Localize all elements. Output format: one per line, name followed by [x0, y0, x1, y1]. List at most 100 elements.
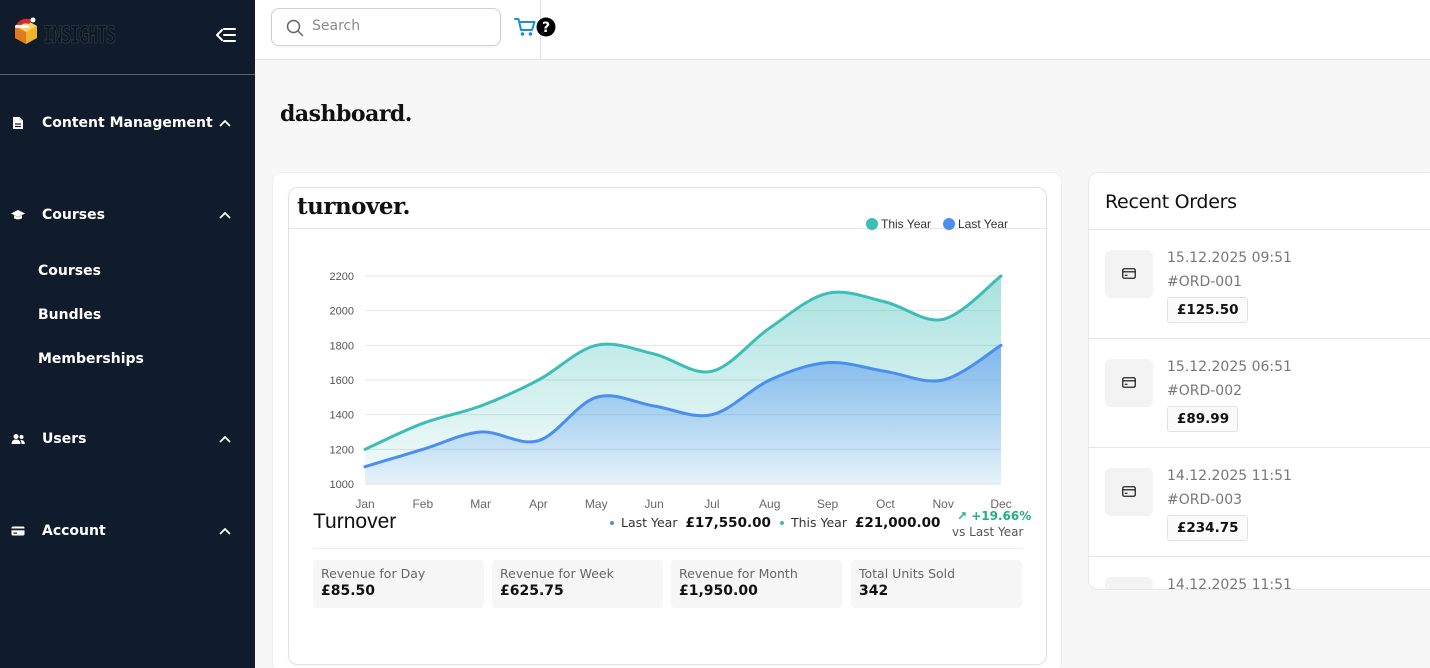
tile-label: Revenue for Month: [679, 566, 798, 581]
topbar: ?: [255, 0, 1430, 60]
x-tick-label: Aug: [759, 497, 780, 511]
collapse-sidebar-icon[interactable]: [214, 25, 236, 45]
chevron-up-icon[interactable]: [219, 434, 231, 444]
this-year-label: This Year: [791, 515, 847, 530]
sidebar-item-label: Courses: [42, 207, 105, 223]
tile-revenue-week: Revenue for Week £625.75: [492, 560, 663, 608]
chevron-up-icon[interactable]: [219, 210, 231, 220]
tile-units-sold: Total Units Sold 342: [851, 560, 1022, 608]
order-row[interactable]: 15.12.2025 09:51 #ORD-001 £125.50: [1089, 230, 1430, 339]
tile-value: £85.50: [321, 583, 376, 599]
this-year-amount: £21,000.00: [854, 515, 941, 531]
sidebar-subitem-memberships[interactable]: Memberships: [38, 351, 144, 367]
search-icon: [286, 19, 304, 37]
order-id: #ORD-002: [1167, 383, 1243, 399]
turnover-summary-heading: Turnover: [313, 510, 397, 533]
sidebar-item-users[interactable]: Users: [0, 425, 255, 455]
sidebar: INSIGHTS Content Management Courses Cour…: [0, 0, 255, 668]
sidebar-subitem-courses[interactable]: Courses: [38, 263, 101, 279]
sidebar-item-account[interactable]: Account: [0, 517, 255, 547]
change-percentage: ↗ +19.66%: [957, 509, 1032, 523]
credit-card-icon: [1122, 486, 1136, 497]
tile-label: Revenue for Week: [500, 566, 614, 581]
x-tick-label: Apr: [529, 497, 548, 511]
this-year-dot: [780, 520, 784, 525]
help-icon[interactable]: ?: [536, 17, 556, 37]
search-input[interactable]: [312, 18, 492, 34]
order-row[interactable]: 14.12.2025 11:51 #ORD-003 £234.75: [1089, 448, 1430, 557]
sidebar-item-label: Users: [42, 431, 87, 447]
tile-value: 342: [859, 583, 889, 599]
search-box[interactable]: [271, 8, 501, 46]
users-icon: [11, 434, 25, 444]
order-thumbnail: [1105, 468, 1153, 516]
order-id: #ORD-001: [1167, 274, 1243, 290]
order-amount: £125.50: [1167, 297, 1248, 323]
chevron-up-icon[interactable]: [219, 526, 231, 536]
order-row[interactable]: 15.12.2025 06:51 #ORD-002 £89.99: [1089, 339, 1430, 448]
sidebar-item-content-management[interactable]: Content Management: [0, 109, 255, 139]
turnover-chart: 1000 1200 1400 1600 1800 2000 2200 Jan Feb Mar Ap…: [330, 271, 1012, 511]
tile-value: £1,950.00: [679, 583, 758, 599]
y-tick-label: 1800: [330, 340, 354, 352]
legend-label: This Year: [881, 217, 932, 231]
order-date: 15.12.2025 09:51: [1167, 250, 1292, 266]
sidebar-item-label: Account: [42, 523, 106, 539]
line-last-year: [363, 343, 1003, 469]
credit-card-icon: [1122, 268, 1136, 279]
x-tick-label: Dec: [990, 497, 1011, 511]
last-year-label: Last Year: [621, 515, 678, 530]
tile-revenue-month: Revenue for Month £1,950.00: [671, 560, 842, 608]
recent-orders-title: Recent Orders: [1105, 191, 1237, 213]
y-tick-label: 2000: [330, 306, 354, 318]
legend-label: Last Year: [958, 217, 1009, 231]
credit-card-icon: [11, 526, 25, 536]
chevron-up-icon[interactable]: [219, 118, 231, 128]
y-tick-label: 1600: [330, 375, 354, 387]
order-thumbnail: [1105, 577, 1153, 589]
last-year-amount: £17,550.00: [685, 515, 771, 531]
y-tick-label: 1200: [330, 444, 354, 456]
x-tick-label: Mar: [470, 497, 491, 511]
order-amount: £234.75: [1167, 515, 1248, 541]
area-last-year: [365, 345, 1001, 484]
brand-header: INSIGHTS: [0, 0, 255, 75]
y-tick-label: 1400: [330, 410, 354, 422]
svg-text:?: ?: [542, 20, 550, 36]
x-tick-label: Jan: [355, 497, 374, 511]
tile-value: £625.75: [500, 583, 564, 599]
sidebar-subitem-bundles[interactable]: Bundles: [38, 307, 102, 323]
sidebar-item-courses[interactable]: Courses: [0, 201, 255, 231]
x-tick-label: Sep: [817, 497, 839, 511]
y-tick-label: 1000: [330, 479, 354, 491]
credit-card-icon: [1122, 377, 1136, 388]
order-thumbnail: [1105, 250, 1153, 298]
cart-icon[interactable]: [514, 17, 536, 37]
order-amount: £89.99: [1167, 406, 1239, 432]
order-date: 14.12.2025 11:51: [1167, 468, 1292, 484]
graduation-cap-icon: [11, 210, 25, 220]
last-year-dot: [610, 520, 614, 525]
this-year-total: This Year £21,000.00: [780, 515, 940, 531]
tile-label: Revenue for Day: [321, 566, 426, 581]
legend-dot: [866, 218, 878, 230]
order-thumbnail: [1105, 359, 1153, 407]
logo-icon: [15, 17, 37, 44]
recent-orders-card: Recent Orders 15.12.2025 09:51 #ORD-001 …: [1088, 172, 1430, 590]
order-date: 14.12.2025 11:51: [1167, 577, 1292, 590]
line-this-year: [363, 274, 1003, 451]
x-tick-label: Jul: [704, 497, 719, 511]
change-caption: vs Last Year: [952, 525, 1024, 539]
last-year-total: Last Year £17,550.00: [610, 515, 771, 531]
search-area: ?: [271, 0, 556, 60]
card-divider: [289, 228, 1046, 229]
order-row[interactable]: 14.12.2025 11:51: [1089, 557, 1430, 590]
turnover-card-title: turnover.: [297, 193, 411, 220]
tile-revenue-day: Revenue for Day £85.50: [313, 560, 484, 608]
x-tick-label: Feb: [412, 497, 433, 511]
y-tick-label: 2200: [330, 271, 354, 283]
orders-divider: [1089, 229, 1430, 230]
stats-divider: [313, 548, 1023, 549]
sidebar-item-label: Content Management: [42, 115, 213, 131]
order-date: 15.12.2025 06:51: [1167, 359, 1292, 375]
